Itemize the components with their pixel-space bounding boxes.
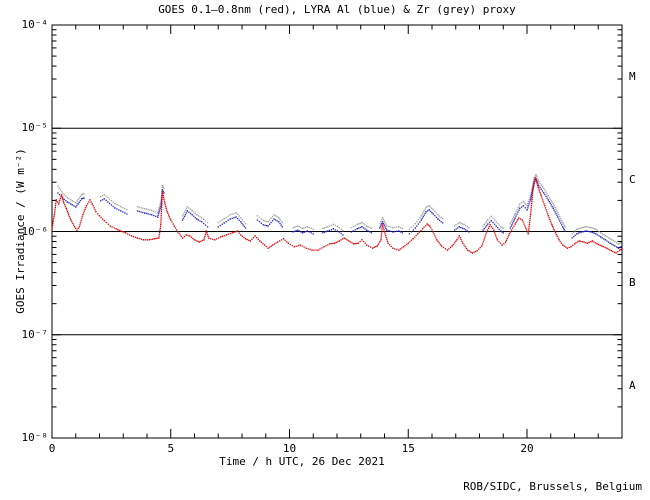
lyra-zr-series [379, 217, 403, 230]
lyra-zr-series [256, 214, 283, 224]
lyra-al-series [217, 216, 247, 229]
y-tick-label: 10⁻⁷ [21, 327, 49, 341]
flare-class-label: A [629, 379, 636, 393]
lyra-al-series [379, 221, 403, 234]
lyra-zr-series [136, 185, 165, 214]
chart-title: GOES 0.1–0.8nm (red), LYRA Al (blue) & Z… [158, 3, 516, 16]
flare-class-label: B [629, 276, 636, 290]
lyra-zr-series [57, 185, 85, 204]
lyra-al-series [350, 226, 373, 234]
lyra-zr-series [182, 206, 209, 224]
lyra-zr-series [408, 205, 444, 230]
lyra-al-series [256, 218, 283, 228]
lyra-zr-series [217, 212, 247, 225]
lyra-zr-series [482, 215, 504, 230]
flare-class-label: C [629, 172, 636, 186]
y-tick-label: 10⁻⁴ [21, 18, 49, 31]
lyra-zr-series [350, 221, 373, 230]
x-tick-label: 0 [48, 442, 56, 455]
x-tick-label: 10 [282, 442, 297, 455]
flare-class-label: M [629, 69, 636, 83]
lyra-zr-series [292, 225, 314, 230]
lyra-zr-series [509, 174, 566, 228]
y-tick-label: 10⁻⁸ [21, 431, 49, 444]
x-tick-label: 5 [167, 442, 175, 455]
lyra-al-series [453, 226, 470, 233]
lyra-zr-series [453, 221, 470, 229]
goes-series [51, 177, 623, 254]
lyra-al-series [482, 220, 504, 234]
y-tick-label: 10⁻⁶ [21, 224, 49, 238]
lyra-zr-series [322, 223, 344, 232]
lyra-al-series [292, 229, 314, 235]
lyra-zr-series [100, 193, 128, 211]
x-tick-label: 20 [520, 442, 534, 455]
y-tick-label: 10⁻⁵ [21, 121, 49, 135]
credit-text: ROB/SIDC, Brussels, Belgium [463, 480, 642, 493]
lyra-zr-series [571, 226, 622, 245]
x-axis-title: Time / h UTC, 26 Dec 2021 [219, 455, 385, 468]
lyra-al-series [571, 230, 622, 249]
lyra-al-series [322, 228, 344, 236]
x-tick-label: 15 [401, 442, 415, 455]
lyra-al-series [182, 210, 209, 228]
lyra-al-series [100, 198, 128, 215]
lyra-al-series [408, 209, 444, 235]
